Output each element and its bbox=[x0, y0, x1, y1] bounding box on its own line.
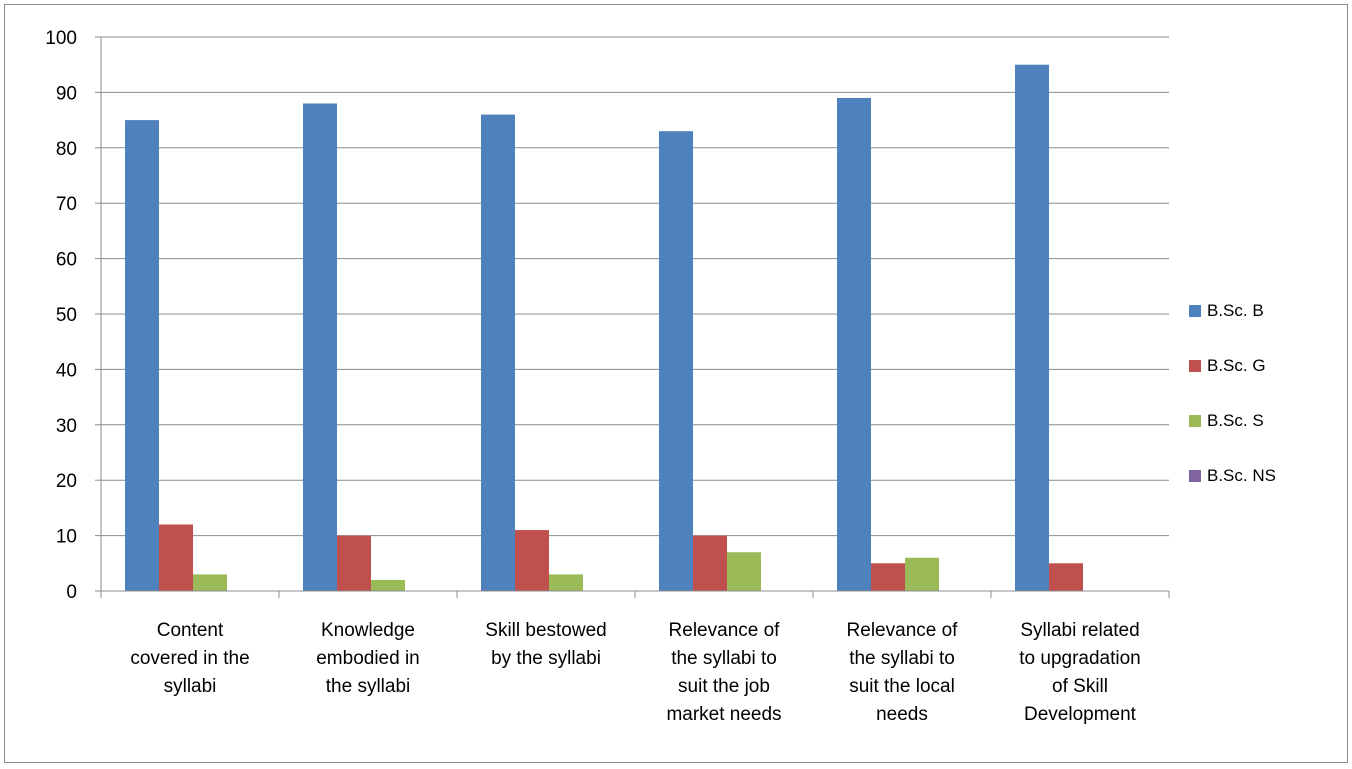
x-category-label: Knowledge embodied in the syllabi bbox=[316, 620, 420, 697]
legend-swatch bbox=[1189, 415, 1201, 427]
bar-b-sc-g bbox=[337, 535, 371, 591]
bar-b-sc-b bbox=[837, 97, 871, 591]
y-tick-label: 50 bbox=[56, 305, 77, 326]
legend-label: B.Sc. B bbox=[1207, 301, 1264, 320]
bar-b-sc-s bbox=[549, 574, 583, 591]
legend-label: B.Sc. NS bbox=[1207, 466, 1276, 485]
y-tick-label: 80 bbox=[56, 139, 77, 160]
bar-b-sc-b bbox=[481, 114, 515, 591]
y-tick-label: 0 bbox=[66, 582, 77, 603]
bar-b-sc-s bbox=[905, 557, 939, 591]
x-category-label-line: the syllabi to bbox=[849, 648, 955, 669]
bar-b-sc-s bbox=[727, 552, 761, 591]
axes bbox=[95, 36, 1170, 598]
y-tick-label: 30 bbox=[56, 416, 77, 437]
x-category-label-line: Knowledge bbox=[321, 620, 415, 641]
y-tick-label: 20 bbox=[56, 471, 77, 492]
x-category-label-line: market needs bbox=[666, 704, 781, 725]
x-category-label-line: embodied in bbox=[316, 648, 420, 669]
bar-b-sc-g bbox=[693, 535, 727, 591]
y-tick-label: 10 bbox=[56, 527, 77, 548]
bar-b-sc-g bbox=[515, 530, 549, 591]
legend-swatch bbox=[1189, 470, 1201, 482]
legend-swatch bbox=[1189, 360, 1201, 372]
y-tick-label: 60 bbox=[56, 250, 77, 271]
x-category-label-line: suit the job bbox=[678, 676, 770, 697]
y-tick-labels: 0 10 20 30 40 50 60 70 80 90 100 bbox=[45, 28, 77, 603]
x-category-label-line: Relevance of bbox=[847, 620, 959, 641]
legend: B.Sc. B B.Sc. G B.Sc. S B.Sc. NS bbox=[1189, 301, 1276, 485]
bar-b-sc-s bbox=[193, 574, 227, 591]
x-category-label-line: of Skill bbox=[1052, 676, 1108, 697]
x-category-label-line: suit the local bbox=[849, 676, 955, 697]
y-tick-label: 90 bbox=[56, 83, 77, 104]
x-category-label: Relevance of the syllabi to suit the local… bbox=[847, 620, 959, 725]
bar-b-sc-g bbox=[871, 563, 905, 591]
bars bbox=[125, 64, 1083, 591]
bar-b-sc-b bbox=[659, 131, 693, 591]
y-tick-label: 100 bbox=[45, 28, 77, 49]
y-tick-label: 70 bbox=[56, 194, 77, 215]
x-category-label-line: Skill bestowed bbox=[485, 620, 606, 641]
x-category-label-line: by the syllabi bbox=[491, 648, 601, 669]
x-category-label-line: needs bbox=[876, 704, 928, 725]
x-category-label-line: Development bbox=[1024, 704, 1137, 725]
bar-b-sc-g bbox=[1049, 563, 1083, 591]
x-category-label-line: syllabi bbox=[164, 676, 217, 697]
x-category-labels: Content covered in the syllabi Knowledge emb… bbox=[130, 620, 1140, 725]
bar-b-sc-b bbox=[125, 120, 159, 591]
x-category-label: Content covered in the syllabi bbox=[130, 620, 249, 697]
legend-swatch bbox=[1189, 305, 1201, 317]
legend-label: B.Sc. S bbox=[1207, 411, 1264, 430]
bar-b-sc-b bbox=[1015, 64, 1049, 591]
bar-b-sc-g bbox=[159, 524, 193, 591]
bar-b-sc-b bbox=[303, 103, 337, 591]
chart-frame: 0 10 20 30 40 50 60 70 80 90 100 Content covered in… bbox=[4, 4, 1348, 763]
x-category-label-line: Content bbox=[157, 620, 224, 641]
x-category-label-line: the syllabi bbox=[326, 676, 411, 697]
y-tick-label: 40 bbox=[56, 360, 77, 381]
bar-b-sc-s bbox=[371, 579, 405, 591]
x-category-label: Skill bestowed by the syllabi bbox=[485, 620, 606, 669]
x-category-label-line: the syllabi to bbox=[671, 648, 777, 669]
x-category-label: Syllabi related to upgradation of Skill Dev… bbox=[1019, 620, 1141, 725]
x-category-label-line: Syllabi related bbox=[1020, 620, 1139, 641]
legend-label: B.Sc. G bbox=[1207, 356, 1266, 375]
x-category-label-line: to upgradation bbox=[1019, 648, 1141, 669]
x-category-label-line: covered in the bbox=[130, 648, 249, 669]
gridlines bbox=[101, 36, 1169, 537]
x-category-label: Relevance of the syllabi to suit the job ma… bbox=[666, 620, 781, 725]
x-category-label-line: Relevance of bbox=[669, 620, 781, 641]
bar-chart: 0 10 20 30 40 50 60 70 80 90 100 Content covered in… bbox=[45, 28, 1276, 725]
